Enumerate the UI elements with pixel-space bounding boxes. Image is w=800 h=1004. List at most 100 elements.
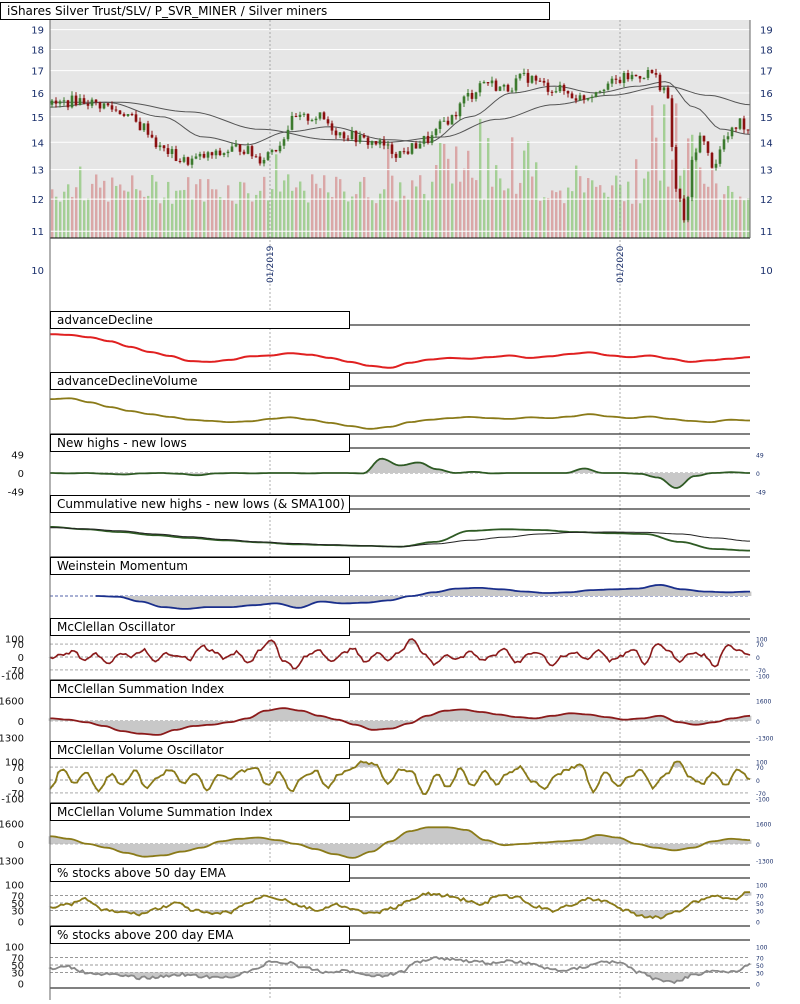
panel-axis-tick-left: 0 xyxy=(18,776,24,787)
panel-axis-tick-right: 100 xyxy=(756,760,768,767)
candle-body xyxy=(642,77,646,79)
panel-axis-tick-right: 0 xyxy=(756,842,760,849)
volume-bar xyxy=(455,146,458,238)
candle-body xyxy=(566,91,570,94)
volume-bar xyxy=(175,190,178,238)
volume-bar xyxy=(67,184,70,238)
volume-bar xyxy=(731,191,734,238)
candle-body xyxy=(170,149,174,155)
volume-bar xyxy=(747,198,750,238)
candle-body xyxy=(558,84,562,92)
volume-bar xyxy=(431,181,434,238)
volume-bar xyxy=(623,201,626,238)
candle-body xyxy=(614,78,618,80)
candle-body xyxy=(738,118,742,129)
candle-body xyxy=(238,144,242,152)
candle-body xyxy=(538,80,542,82)
candle-body xyxy=(110,105,114,110)
candle-body xyxy=(162,145,166,149)
volume-bar xyxy=(95,174,98,238)
panel-axis-tick-right: 100 xyxy=(756,883,768,890)
candle-body xyxy=(686,197,690,221)
candle-body xyxy=(454,114,458,117)
price-axis-tick-left: 10 xyxy=(31,266,44,277)
volume-bar xyxy=(247,193,250,238)
panel-title-cum-new-highs-lows: Cummulative new highs - new lows (& SMA1… xyxy=(50,495,350,513)
price-axis-tick-left: 17 xyxy=(31,67,44,78)
volume-bar xyxy=(143,196,146,238)
volume-bar xyxy=(215,189,218,238)
panel-axis-tick-right: -100 xyxy=(756,673,770,680)
candle-body xyxy=(494,80,498,91)
panel-axis-tick-left: 0 xyxy=(18,917,24,928)
volume-bar xyxy=(307,202,310,238)
candle-body xyxy=(470,92,474,99)
price-axis-tick-left: 13 xyxy=(31,166,44,177)
candle-body xyxy=(166,148,170,155)
candle-body xyxy=(526,72,530,83)
candle-body xyxy=(670,98,674,147)
volume-bar xyxy=(63,191,66,238)
candle-body xyxy=(630,74,634,80)
panel-axis-tick-left: 0 xyxy=(18,653,24,664)
volume-bar xyxy=(423,193,426,238)
volume-bar xyxy=(207,179,210,238)
candle-body xyxy=(466,92,470,97)
volume-bar xyxy=(235,203,238,238)
candle-body xyxy=(658,74,662,91)
indicator-line xyxy=(50,397,750,430)
candle-body xyxy=(690,159,694,198)
panel-axis-tick-left: 0 xyxy=(18,469,24,480)
candle-body xyxy=(350,130,354,140)
candle-body xyxy=(374,141,378,145)
volume-bar xyxy=(499,178,502,238)
candle-body xyxy=(718,149,722,164)
panel-axis-tick-left: 70 xyxy=(11,954,24,965)
volume-bar xyxy=(471,177,474,238)
volume-bar xyxy=(331,197,334,238)
volume-bar xyxy=(303,190,306,238)
candle-body xyxy=(734,127,738,129)
candle-body xyxy=(678,188,682,199)
volume-bar xyxy=(703,183,706,238)
candle-body xyxy=(414,143,418,149)
volume-bar xyxy=(427,200,430,238)
candle-body xyxy=(650,70,654,74)
candle-body xyxy=(246,146,250,154)
price-axis-tick-left: 12 xyxy=(31,195,44,206)
volume-bar xyxy=(403,195,406,238)
candle-body xyxy=(602,89,606,92)
volume-bar xyxy=(387,141,390,238)
candle-body xyxy=(514,78,518,91)
candle-body xyxy=(186,157,190,165)
volume-bar xyxy=(275,154,278,238)
candle-body xyxy=(98,102,102,109)
candle-body xyxy=(590,96,594,98)
candle-body xyxy=(278,145,282,152)
panel-title-mcclellan-vol-sum: McClellan Volume Summation Index xyxy=(50,803,350,821)
candle-body xyxy=(118,110,122,115)
volume-bar xyxy=(227,185,230,238)
candle-body xyxy=(234,144,238,147)
candle-body xyxy=(586,97,590,100)
candle-body xyxy=(54,100,58,104)
volume-bar xyxy=(159,203,162,238)
volume-bar xyxy=(459,181,462,238)
candle-body xyxy=(258,156,262,164)
candle-body xyxy=(446,120,450,125)
volume-bar xyxy=(735,199,738,238)
price-axis-tick-right: 17 xyxy=(760,67,773,78)
candle-body xyxy=(210,152,214,156)
candle-body xyxy=(198,153,202,157)
panel-axis-tick-left: 0 xyxy=(18,979,24,990)
price-axis-tick-left: 19 xyxy=(31,26,44,37)
panel-axis-tick-left: -1300 xyxy=(0,856,24,867)
indicator-line xyxy=(50,457,750,489)
volume-bar xyxy=(539,200,542,238)
volume-bar xyxy=(603,192,606,238)
moving-average-fast xyxy=(49,81,751,146)
candle-body xyxy=(522,72,526,74)
panel-axis-tick-left: 70 xyxy=(11,892,24,903)
candle-body xyxy=(746,129,750,131)
panel-axis-tick-left: 70 xyxy=(11,640,24,651)
